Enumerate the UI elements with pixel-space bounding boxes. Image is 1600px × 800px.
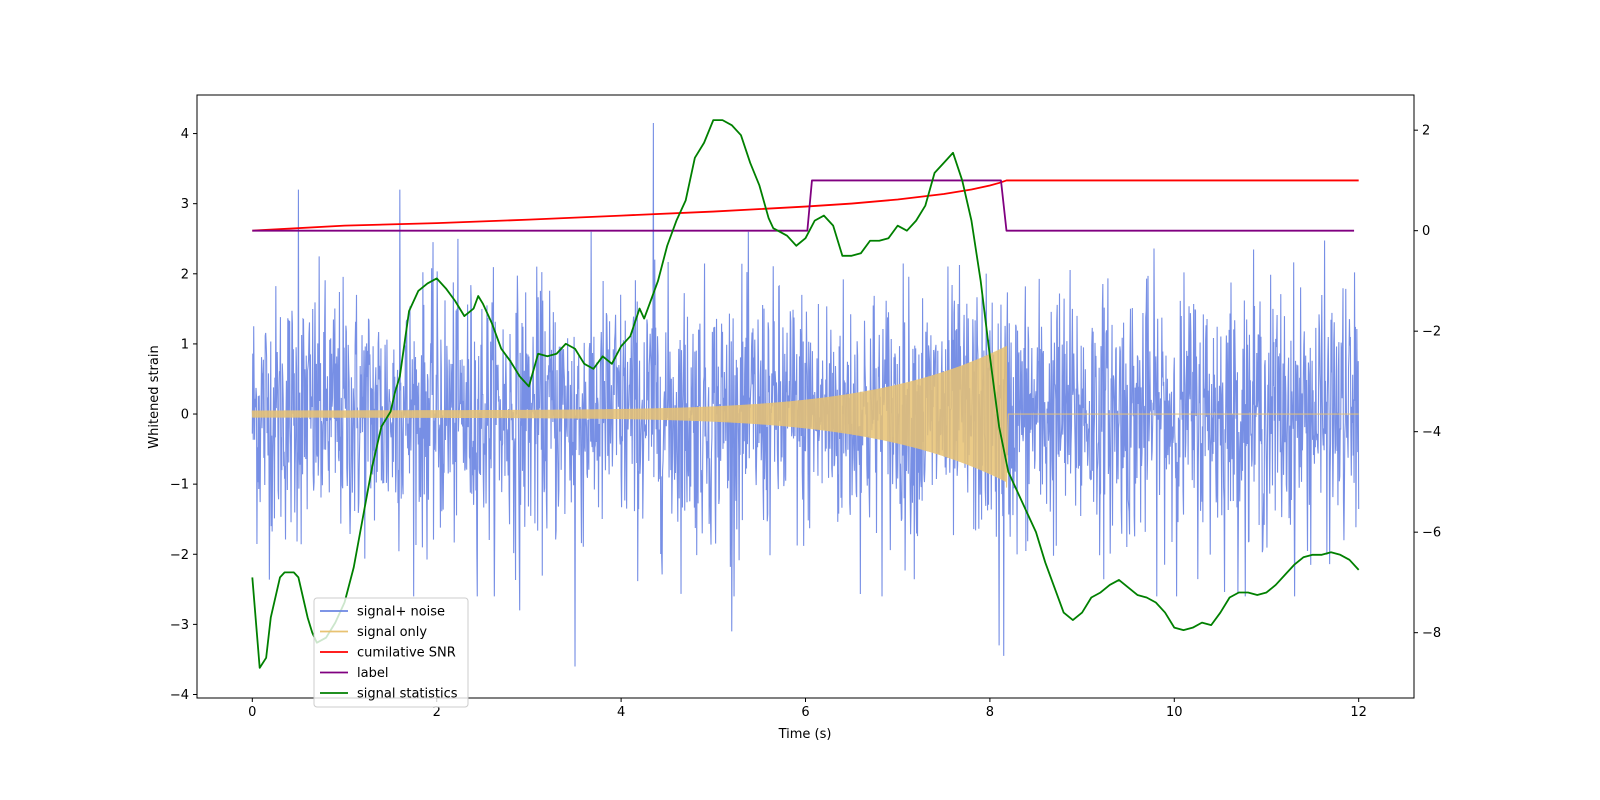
y-tick-label: −2: [170, 548, 189, 563]
legend-label: cumilative SNR: [357, 646, 456, 661]
x-tick-label: 10: [1166, 705, 1183, 720]
x-tick-label: 12: [1350, 705, 1367, 720]
y-tick-label: 4: [181, 127, 189, 142]
y-tick-label: 2: [181, 267, 189, 282]
y2-tick-label: 0: [1422, 224, 1430, 239]
x-tick-label: 8: [986, 705, 994, 720]
cumilative-snr-line: [252, 179, 1359, 232]
y-axis-label: Whitened strain: [147, 345, 162, 448]
series-lines: [251, 119, 1360, 669]
y2-tick-label: −8: [1422, 626, 1441, 641]
y-tick-label: −3: [170, 618, 189, 633]
y2-tick-label: 2: [1422, 124, 1430, 139]
y-tick-label: 0: [181, 408, 189, 423]
y-tick-label: 3: [181, 197, 189, 212]
y2-tick-label: −4: [1422, 425, 1441, 440]
y2-tick-label: −2: [1422, 325, 1441, 340]
legend-label: signal statistics: [357, 687, 458, 702]
x-tick-label: 6: [801, 705, 809, 720]
y-tick-label: −1: [170, 478, 189, 493]
signal-only-line: [251, 346, 1359, 488]
legend-box: [313, 597, 469, 708]
legend: signal+ noise signal only cumilative SNR la…: [313, 597, 469, 708]
x-tick-label: 4: [617, 705, 625, 720]
x-tick-label: 0: [248, 705, 256, 720]
y-tick-label: 1: [181, 337, 189, 352]
x-tick-label: 2: [433, 705, 441, 720]
label-line: [252, 179, 1355, 232]
x-axis-label: Time (s): [778, 727, 832, 742]
y-axis-left: −4 −3 −2 −1 0 1 2 3 4: [170, 127, 197, 703]
legend-label: signal+ noise: [357, 605, 445, 620]
y2-tick-label: −6: [1422, 526, 1441, 541]
signal-statistics-line: [251, 119, 1360, 669]
y-tick-label: −4: [170, 688, 189, 703]
legend-label: label: [357, 666, 388, 681]
series-signal-only: [251, 346, 1359, 488]
y-axis-right: −8 −6 −4 −2 0 2: [1414, 124, 1441, 641]
legend-label: signal only: [357, 625, 427, 640]
